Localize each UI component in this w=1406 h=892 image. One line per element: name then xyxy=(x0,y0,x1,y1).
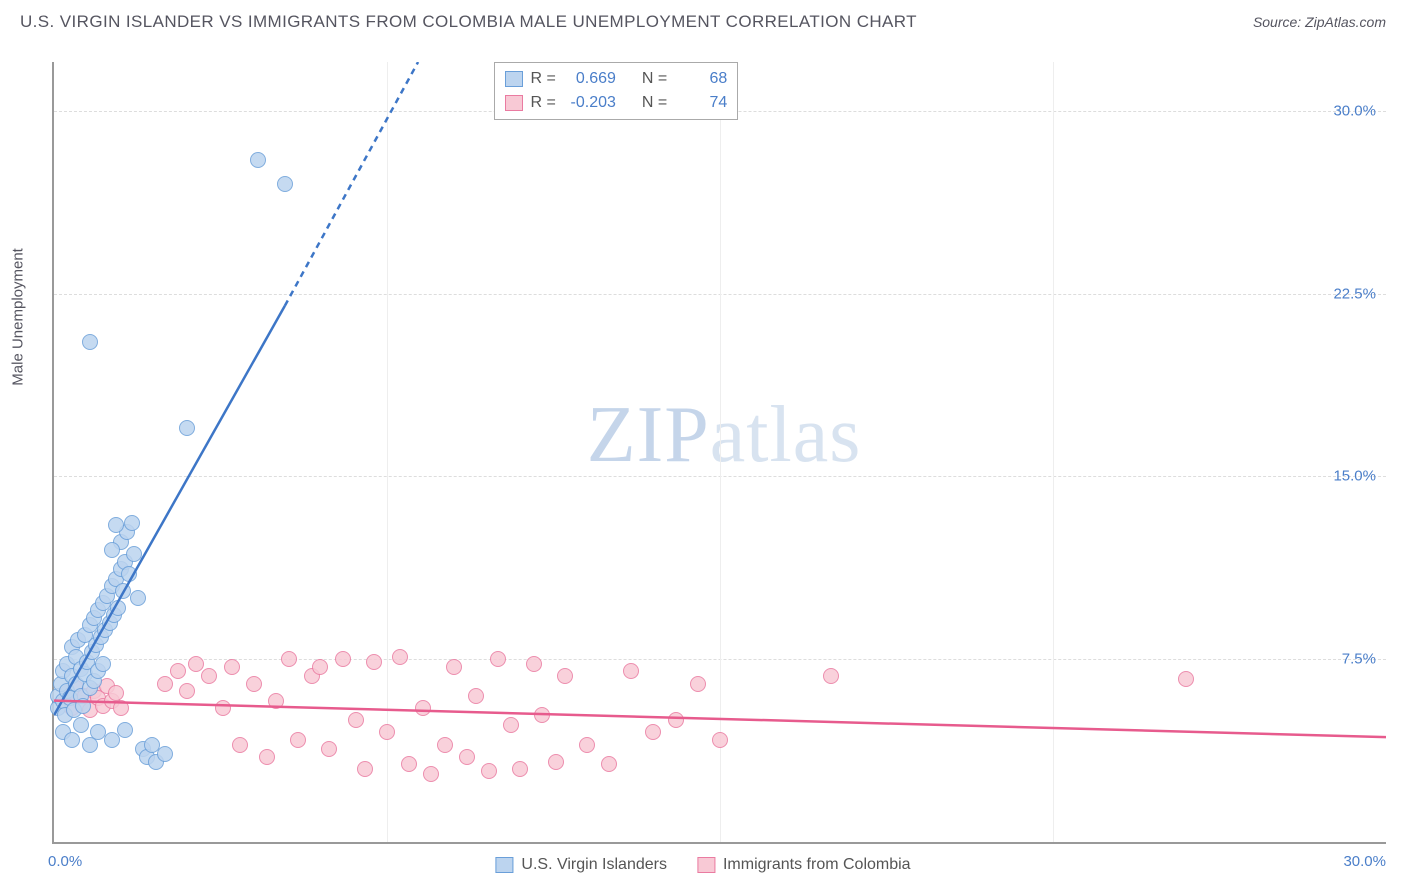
data-point xyxy=(392,649,408,665)
legend-swatch-blue-bottom xyxy=(495,857,513,873)
data-point xyxy=(157,676,173,692)
data-point xyxy=(579,737,595,753)
data-point xyxy=(459,749,475,765)
watermark: ZIPatlas xyxy=(587,390,862,481)
data-point xyxy=(601,756,617,772)
data-point xyxy=(224,659,240,675)
r-value-pink: -0.203 xyxy=(564,94,616,112)
data-point xyxy=(321,741,337,757)
data-point xyxy=(490,651,506,667)
data-point xyxy=(623,663,639,679)
data-point xyxy=(259,749,275,765)
data-point xyxy=(108,517,124,533)
series-legend: U.S. Virgin Islanders Immigrants from Co… xyxy=(495,856,910,874)
data-point xyxy=(437,737,453,753)
data-point xyxy=(312,659,328,675)
data-point xyxy=(423,766,439,782)
data-point xyxy=(379,724,395,740)
data-point xyxy=(179,683,195,699)
data-point xyxy=(115,583,131,599)
data-point xyxy=(503,717,519,733)
gridline-v xyxy=(720,62,721,842)
data-point xyxy=(290,732,306,748)
data-point xyxy=(124,515,140,531)
data-point xyxy=(170,663,186,679)
correlation-legend: R = 0.669 N = 68 R = -0.203 N = 74 xyxy=(494,62,739,120)
data-point xyxy=(82,334,98,350)
data-point xyxy=(113,700,129,716)
data-point xyxy=(130,590,146,606)
data-point xyxy=(534,707,550,723)
data-point xyxy=(335,651,351,667)
data-point xyxy=(215,700,231,716)
data-point xyxy=(512,761,528,777)
data-point xyxy=(415,700,431,716)
legend-swatch-blue xyxy=(505,71,523,87)
y-axis-label: Male Unemployment xyxy=(10,248,27,386)
data-point xyxy=(526,656,542,672)
scatter-plot-area: ZIPatlas R = 0.669 N = 68 R = -0.203 N =… xyxy=(52,62,1386,844)
n-value-blue: 68 xyxy=(675,70,727,88)
data-point xyxy=(246,676,262,692)
data-point xyxy=(95,656,111,672)
data-point xyxy=(126,546,142,562)
data-point xyxy=(1178,671,1194,687)
data-point xyxy=(446,659,462,675)
data-point xyxy=(117,722,133,738)
data-point xyxy=(188,656,204,672)
data-point xyxy=(110,600,126,616)
data-point xyxy=(108,685,124,701)
data-point xyxy=(401,756,417,772)
legend-swatch-pink xyxy=(505,95,523,111)
x-axis-min-label: 0.0% xyxy=(48,853,82,870)
data-point xyxy=(121,566,137,582)
x-axis-max-label: 30.0% xyxy=(1343,853,1386,870)
legend-label-blue: U.S. Virgin Islanders xyxy=(521,856,667,874)
data-point xyxy=(281,651,297,667)
y-tick-label: 22.5% xyxy=(1333,285,1376,302)
r-value-blue: 0.669 xyxy=(564,70,616,88)
data-point xyxy=(75,698,91,714)
y-tick-label: 7.5% xyxy=(1342,651,1376,668)
data-point xyxy=(712,732,728,748)
data-point xyxy=(557,668,573,684)
data-point xyxy=(104,542,120,558)
data-point xyxy=(366,654,382,670)
data-point xyxy=(250,152,266,168)
data-point xyxy=(157,746,173,762)
y-tick-label: 15.0% xyxy=(1333,468,1376,485)
gridline-v xyxy=(1053,62,1054,842)
data-point xyxy=(357,761,373,777)
legend-swatch-pink-bottom xyxy=(697,857,715,873)
data-point xyxy=(73,717,89,733)
data-point xyxy=(268,693,284,709)
data-point xyxy=(64,732,80,748)
n-value-pink: 74 xyxy=(675,94,727,112)
data-point xyxy=(548,754,564,770)
data-point xyxy=(348,712,364,728)
data-point xyxy=(468,688,484,704)
data-point xyxy=(179,420,195,436)
data-point xyxy=(277,176,293,192)
data-point xyxy=(232,737,248,753)
data-point xyxy=(645,724,661,740)
legend-label-pink: Immigrants from Colombia xyxy=(723,856,911,874)
data-point xyxy=(481,763,497,779)
data-point xyxy=(668,712,684,728)
data-point xyxy=(201,668,217,684)
data-point xyxy=(690,676,706,692)
chart-title: U.S. VIRGIN ISLANDER VS IMMIGRANTS FROM … xyxy=(20,12,917,32)
data-point xyxy=(823,668,839,684)
y-tick-label: 30.0% xyxy=(1333,102,1376,119)
source-credit: Source: ZipAtlas.com xyxy=(1253,14,1386,30)
